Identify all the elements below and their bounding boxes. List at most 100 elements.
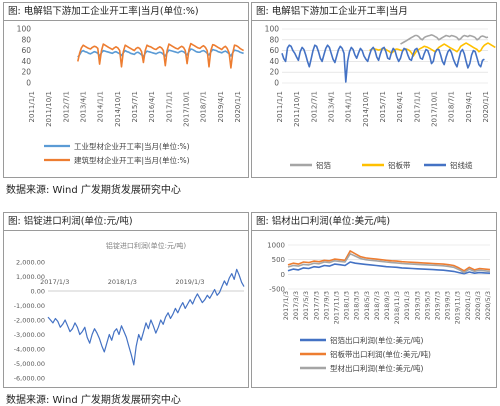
chart-panel-4: 图: 铝材出口利润(单位:美元/吨) 1000 500 0 -500 2017/1/3 2… [251, 212, 497, 388]
y-tick-label: 60 [21, 46, 31, 55]
x-tick-label: 2017/9/3 [322, 291, 330, 320]
y-tick-label: 500 [272, 256, 285, 264]
y-tick-label: 100 [265, 25, 280, 34]
chart-inner-title: 铝锭进口利润(单位:元/吨) [106, 241, 186, 250]
chart-panel-1: 图: 电解铝下游加工企业开工率|当月(单位:%) 0 20 40 60 80 100 201… [3, 2, 249, 178]
x-tick-label: 2011/10/1 [293, 91, 301, 127]
x-tick-label: 2015/7/1 [131, 91, 139, 122]
y-tick-label: -2,000.00 [14, 317, 45, 325]
chart-panel-1-title: 图: 电解铝下游加工企业开工率|当月(单位:%) [4, 3, 248, 21]
series-line-1 [400, 34, 489, 45]
x-tick-label: 2013/4/1 [80, 91, 88, 122]
x-tick-label: 2014/10/1 [362, 91, 370, 127]
source-note-bottom: 数据来源: Wind 广发期货发展研究中心 [6, 395, 181, 406]
x-tick-label: 2017/1/1 [413, 91, 421, 122]
x-tick-label: 2019/5/3 [423, 291, 431, 320]
x-tick-label: 2019/3/3 [413, 291, 421, 320]
y-tick-label: 60 [269, 46, 279, 55]
y-tick-label: -1,000.00 [14, 302, 45, 310]
chart-panel-2-title: 图: 电解铝下游加工企业开工率|当月 [252, 3, 496, 21]
y-tick-label: -5,000.00 [14, 360, 45, 368]
series-line-1 [77, 48, 244, 58]
chart-panel-3: 图: 铝锭进口利润(单位:元/吨) 2,000.00 1,000.00 0.00 -1… [3, 212, 249, 388]
legend-label: 铝箔出口利润(单位:美元/吨) [330, 335, 423, 345]
x-tick-label: 2017/1/1 [165, 91, 173, 122]
x-tick-label: 2018/11/3 [393, 291, 401, 324]
x-tick-label: 2020/3/3 [474, 291, 482, 320]
x-tick-label: 2019/7/3 [434, 291, 442, 320]
x-tick-label: 2019/4/1 [217, 91, 225, 122]
chart-panel-2: 图: 电解铝下游加工企业开工率|当月 0 20 40 60 80 100 2011/1/1 2… [251, 2, 497, 178]
series-line-2 [77, 42, 245, 69]
y-tick-label: 1000 [267, 242, 285, 250]
x-tick-label: 2018/7/1 [448, 91, 456, 122]
source-note-top: 数据来源: Wind 广发期货发展研究中心 [6, 185, 181, 196]
series-line-1 [287, 261, 491, 275]
y-tick-label: -3,000.00 [14, 331, 45, 339]
x-tick-label: 2014/1/1 [97, 91, 105, 122]
x-tick-label: 2019/9/3 [444, 291, 452, 320]
legend-label: 铝板带出口利润(单位:美元/吨) [330, 349, 431, 359]
y-tick-label: 20 [269, 68, 279, 77]
y-tick-label: 40 [21, 57, 31, 66]
legend-label: 建筑型材企业开工率|当月(单位:%) [74, 155, 190, 165]
y-tick-label: 20 [21, 68, 31, 77]
y-tick-label: -6,000.00 [14, 375, 45, 383]
chart-panel-3-title: 图: 铝锭进口利润(单位:元/吨) [4, 213, 248, 231]
x-tick-label: 2020/5/3 [484, 291, 492, 320]
x-tick-label: 2017/7/3 [312, 291, 320, 320]
legend-label: 铝线缆 [450, 160, 473, 170]
series-line-2 [369, 42, 496, 57]
x-tick-label: 2020/1/3 [464, 291, 472, 320]
x-tick-label: 2019/11/3 [454, 291, 462, 324]
x-tick-label: 2019/1/3 [175, 278, 204, 286]
x-tick-label: 2013/4/1 [328, 91, 336, 122]
legend-label: 铝板带 [388, 160, 411, 170]
x-tick-label: 2020/1/1 [234, 91, 242, 122]
x-tick-label: 2019/1/3 [403, 291, 411, 320]
x-tick-label: 2018/1/3 [108, 278, 137, 286]
y-tick-label: -500 [269, 286, 285, 294]
x-tick-label: 2015/7/1 [379, 91, 387, 122]
y-tick-label: -4,000.00 [14, 346, 45, 354]
y-tick-label: 100 [17, 25, 32, 34]
x-tick-label: 2011/1/1 [276, 91, 284, 122]
x-tick-label: 2019/4/1 [465, 91, 473, 122]
x-tick-label: 2011/10/1 [45, 91, 53, 127]
y-tick-label: 80 [269, 35, 279, 44]
x-tick-label: 2014/10/1 [114, 91, 122, 127]
x-tick-label: 2017/3/3 [292, 291, 300, 320]
x-tick-label: 2012/7/1 [62, 91, 70, 122]
y-tick-label: 0 [26, 79, 31, 88]
x-tick-label: 2018/9/3 [383, 291, 391, 320]
legend-label: 铝箔 [316, 160, 331, 170]
x-tick-label: 2018/5/3 [363, 291, 371, 320]
x-tick-label: 2017/1/3 [282, 291, 290, 320]
x-tick-label: 2017/10/1 [183, 91, 191, 127]
y-tick-label: 80 [21, 35, 31, 44]
series-line-2 [287, 250, 491, 272]
x-tick-label: 2012/7/1 [310, 91, 318, 122]
y-tick-label: 1,000.00 [16, 273, 45, 281]
x-tick-label: 2018/7/1 [200, 91, 208, 122]
y-tick-label: 0.00 [31, 288, 45, 296]
x-tick-label: 2017/5/3 [302, 291, 310, 320]
x-tick-label: 2018/3/3 [353, 291, 361, 320]
x-tick-label: 2020/1/1 [482, 91, 490, 122]
x-tick-label: 2017/11/3 [333, 291, 341, 324]
series-line-1 [47, 268, 245, 366]
x-tick-label: 2014/1/1 [345, 91, 353, 122]
series-line-3 [287, 253, 491, 274]
x-tick-label: 2018/7/3 [373, 291, 381, 320]
chart-3-svg: 2,000.00 1,000.00 0.00 -1,000.00 -2,000.00 -3… [14, 241, 245, 383]
x-tick-label: 2016/4/1 [396, 91, 404, 122]
x-tick-label: 2016/4/1 [148, 91, 156, 122]
y-tick-label: 0 [274, 79, 279, 88]
y-tick-label: 40 [269, 57, 279, 66]
series-line-3 [281, 44, 485, 83]
y-tick-label: 2,000.00 [16, 259, 45, 267]
x-tick-label: 2017/1/3 [40, 278, 69, 286]
legend-label: 工业型材企业开工率|当月(单位:%) [74, 141, 190, 151]
